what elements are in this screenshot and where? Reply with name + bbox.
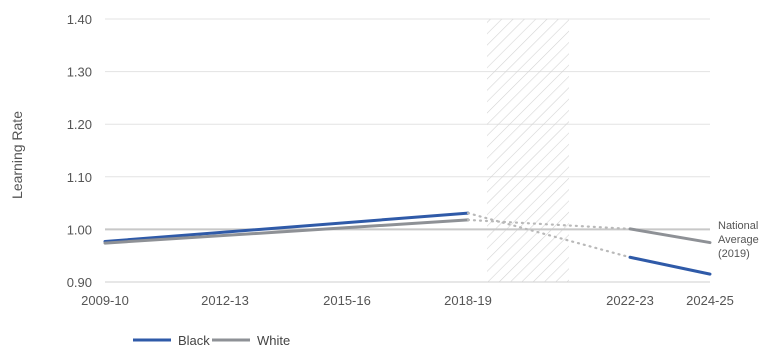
series-black-segment-2 (628, 255, 712, 276)
reference-line-annotation: National Average (2019) (718, 220, 759, 260)
series-lines (103, 211, 712, 276)
y-tick-label: 1.40 (67, 12, 92, 27)
y-tick-label: 1.30 (67, 65, 92, 80)
y-tick-label: 1.20 (67, 117, 92, 132)
legend: Black White (133, 333, 290, 348)
reference-annotation-line: National (718, 220, 758, 232)
x-tick-label: 2012-13 (201, 293, 249, 308)
x-tick-label: 2024-25 (686, 293, 734, 308)
legend-label-white: White (257, 333, 290, 348)
series-black-segment-0 (103, 211, 470, 243)
legend-label-black: Black (178, 333, 210, 348)
x-tick-label: 2015-16 (323, 293, 371, 308)
y-tick-label: 1.00 (67, 222, 92, 237)
y-tick-label: 0.90 (67, 275, 92, 290)
x-axis-ticks: 2009-10 2012-13 2015-16 2018-19 2022-23 2024-… (81, 293, 734, 308)
hatched-period-rect (487, 19, 569, 282)
y-tick-label: 1.10 (67, 170, 92, 185)
series-black-segment-1 (466, 211, 632, 259)
x-tick-label: 2009-10 (81, 293, 129, 308)
y-axis-label: Learning Rate (9, 111, 25, 199)
y-axis-ticks: 0.90 1.00 1.10 1.20 1.30 1.40 (67, 12, 92, 290)
grid-lines (105, 18, 710, 283)
reference-annotation-line: (2019) (718, 248, 750, 260)
x-tick-label: 2022-23 (606, 293, 654, 308)
series-white-segment-0 (103, 218, 470, 245)
x-tick-label: 2018-19 (444, 293, 492, 308)
reference-annotation-line: Average (718, 234, 759, 246)
shaded-period (487, 19, 569, 282)
series-white-segment-2 (628, 227, 712, 245)
